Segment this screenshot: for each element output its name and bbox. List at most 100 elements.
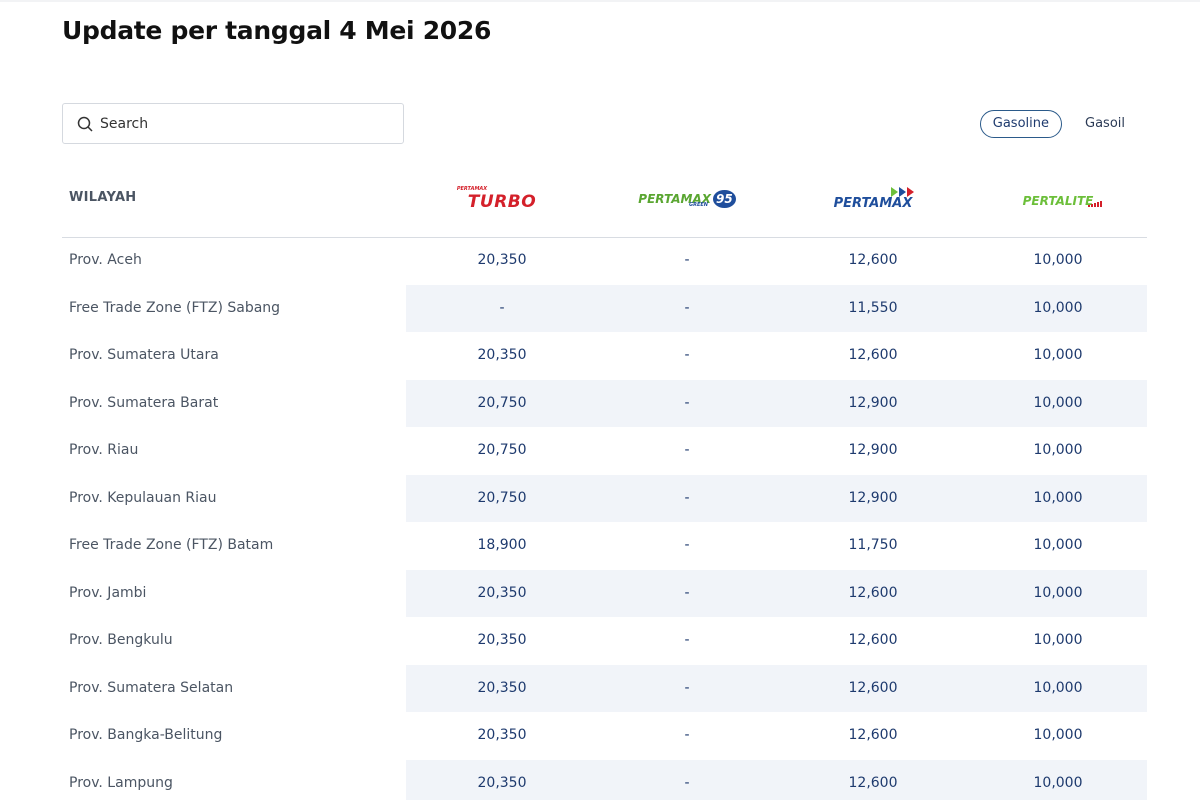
logo-bars <box>1088 188 1103 207</box>
price-cell: 10,000 <box>1033 299 1083 316</box>
logo-bar <box>1094 203 1096 207</box>
price-cell: - <box>499 299 505 316</box>
region-name: Free Trade Zone (FTZ) Batam <box>69 537 274 553</box>
region-name: Prov. Sumatera Barat <box>69 394 219 411</box>
region-name: Prov. Riau <box>69 442 139 458</box>
price-cell: 18,900 <box>477 537 527 553</box>
price-cell: 10,000 <box>1033 632 1083 648</box>
price-cell: 12,900 <box>848 442 898 458</box>
price-cell: 10,000 <box>1033 442 1083 458</box>
row-background <box>406 759 1147 800</box>
price-cell: 20,350 <box>477 252 527 268</box>
price-cell: 12,600 <box>848 252 898 268</box>
price-cell: 12,600 <box>848 679 898 696</box>
price-cell: 10,000 <box>1033 489 1083 506</box>
price-cell: 12,900 <box>848 489 898 506</box>
product-logo: PERTAMAX TURBO <box>412 186 592 212</box>
price-cell: 12,600 <box>848 727 898 743</box>
logo-arrow <box>899 187 906 197</box>
logo-bar <box>1091 204 1093 207</box>
logo-arrows <box>891 182 915 201</box>
price-cell: - <box>684 584 690 601</box>
price-cell: 12,600 <box>848 632 898 648</box>
logo-main-text: TURBO <box>467 192 537 212</box>
region-name: Prov. Kepulauan Riau <box>69 489 217 506</box>
price-cell: 20,350 <box>477 632 527 648</box>
price-cell: 10,000 <box>1033 584 1083 601</box>
price-cell: 10,000 <box>1033 394 1083 411</box>
price-cell: 11,750 <box>848 537 898 553</box>
price-cell: 12,900 <box>848 394 898 411</box>
price-cell: 12,600 <box>848 584 898 601</box>
product-logo: PERTALITE <box>968 188 1148 208</box>
logo-badge: 95 <box>713 190 736 208</box>
logo-main-text: PERTAMAX <box>833 196 913 211</box>
search-placeholder: Search <box>100 116 149 132</box>
fuel-tab[interactable]: Gasoil <box>1085 116 1125 131</box>
price-cell: 12,600 <box>848 347 898 363</box>
logo-bar <box>1088 205 1090 207</box>
price-cell: - <box>684 727 690 743</box>
table-row: Prov. Sumatera Selatan 20,350 - 12,600 10,00… <box>62 664 1147 712</box>
table-header: WILAYAH PERTAMAX TURBO PERTAMAX 95 GREEN PERT… <box>62 170 1147 238</box>
logo-main-text: PERTAMAX <box>638 192 711 206</box>
top-border <box>0 0 1200 2</box>
region-name: Free Trade Zone (FTZ) Sabang <box>69 299 281 316</box>
region-name: Prov. Jambi <box>69 584 147 601</box>
page-title: Update per tanggal 4 Mei 2026 <box>62 16 492 45</box>
fuel-tab[interactable]: Gasoline <box>979 110 1062 138</box>
price-cell: - <box>684 537 690 553</box>
logo-small-text: PERTAMAX <box>456 186 488 192</box>
table-row: Prov. Bangka-Belitung 20,350 - 12,600 10,000 <box>62 712 1147 760</box>
search-icon <box>77 116 93 132</box>
table-row: Prov. Aceh 20,350 - 12,600 10,000 <box>62 237 1147 285</box>
table-row: Prov. Jambi 20,350 - 12,600 10,000 <box>62 569 1147 617</box>
row-background <box>406 664 1147 712</box>
price-cell: - <box>684 299 690 316</box>
table-row: Free Trade Zone (FTZ) Sabang - - 11,550 10,0… <box>62 284 1147 332</box>
logo-bar <box>1100 201 1102 207</box>
row-background <box>406 569 1147 617</box>
price-cell: 10,000 <box>1033 774 1083 791</box>
price-cell: 10,000 <box>1033 679 1083 696</box>
price-cell: - <box>684 774 690 791</box>
logo-arrow <box>907 187 914 197</box>
table-row: Prov. Riau 20,750 - 12,900 10,000 <box>62 427 1147 475</box>
search-box[interactable]: Search <box>62 103 404 144</box>
price-cell: 20,750 <box>477 394 527 411</box>
price-cell: - <box>684 679 690 696</box>
price-cell: 12,600 <box>848 774 898 791</box>
row-background <box>406 379 1147 427</box>
price-cell: 20,350 <box>477 774 527 791</box>
price-cell: - <box>684 394 690 411</box>
fuel-tabs: Gasoline Gasoil <box>979 110 1138 138</box>
row-background <box>406 474 1147 522</box>
price-cell: 10,000 <box>1033 727 1083 743</box>
region-name: Prov. Sumatera Utara <box>69 347 219 363</box>
region-name: Prov. Aceh <box>69 252 142 268</box>
price-cell: - <box>684 347 690 363</box>
price-cell: 10,000 <box>1033 537 1083 553</box>
price-cell: 20,350 <box>477 727 527 743</box>
price-cell: - <box>684 632 690 648</box>
table-row: Prov. Kepulauan Riau 20,750 - 12,900 10,000 <box>62 474 1147 522</box>
price-cell: 20,750 <box>477 489 527 506</box>
price-cell: 10,000 <box>1033 252 1083 268</box>
region-name: Prov. Lampung <box>69 774 173 791</box>
region-name: Prov. Bangka-Belitung <box>69 727 223 743</box>
logo-arrow <box>891 187 898 197</box>
price-cell: 11,550 <box>848 299 898 316</box>
table-row: Prov. Sumatera Utara 20,350 - 12,600 10,000 <box>62 332 1147 380</box>
table-row: Prov. Bengkulu 20,350 - 12,600 10,000 <box>62 617 1147 665</box>
region-name: Prov. Bengkulu <box>69 632 173 648</box>
table-row: Prov. Sumatera Barat 20,750 - 12,900 10,000 <box>62 379 1147 427</box>
table-row: Free Trade Zone (FTZ) Batam 18,900 - 11,750… <box>62 522 1147 570</box>
product-logo: PERTAMAX <box>783 187 963 211</box>
region-header: WILAYAH <box>69 190 137 205</box>
price-cell: 20,750 <box>477 442 527 458</box>
price-cell: - <box>684 442 690 458</box>
price-cell: 10,000 <box>1033 347 1083 363</box>
row-background <box>406 284 1147 332</box>
price-cell: 20,350 <box>477 347 527 363</box>
